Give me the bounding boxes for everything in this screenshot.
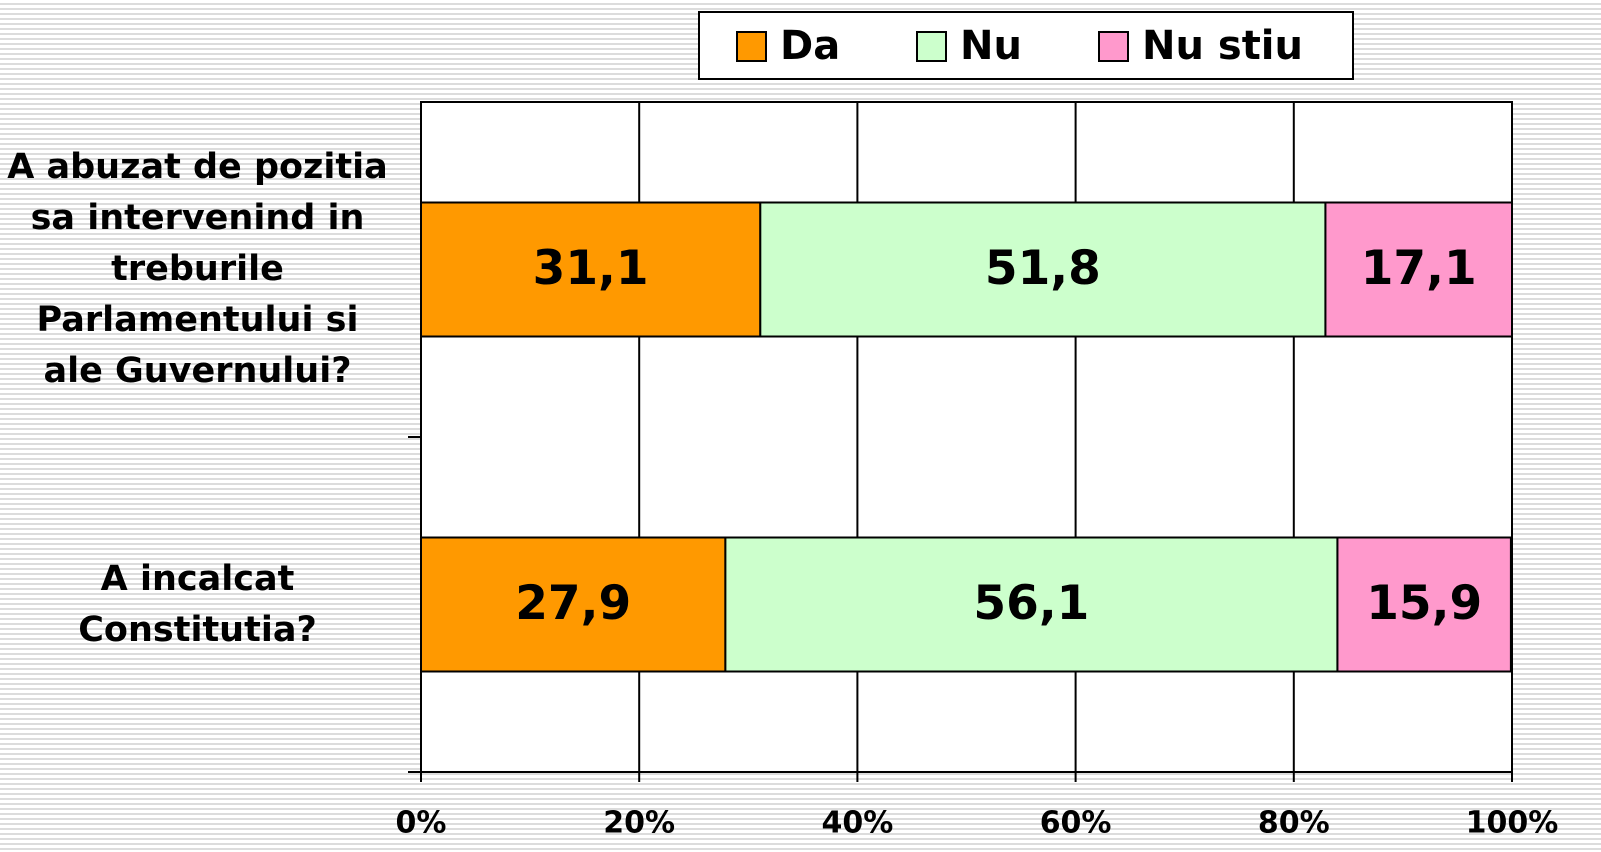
x-tick-label: 60% bbox=[1040, 806, 1112, 841]
category-label: A abuzat de pozitia sa intervenind in tr… bbox=[0, 142, 390, 397]
data-label: 51,8 bbox=[985, 241, 1101, 296]
category-label-text: A abuzat de pozitia sa intervenind in tr… bbox=[7, 147, 388, 391]
category-label-text: A incalcat Constitutia? bbox=[78, 558, 317, 650]
x-tick-label: 0% bbox=[396, 806, 447, 841]
bar-segment bbox=[1336, 536, 1512, 673]
legend-swatch bbox=[916, 31, 947, 62]
x-tick-label: 100% bbox=[1466, 806, 1559, 841]
x-tick-label: 80% bbox=[1258, 806, 1330, 841]
legend-box bbox=[698, 11, 1354, 80]
data-label: 15,9 bbox=[1366, 576, 1482, 631]
legend-label: Nu bbox=[960, 23, 1022, 69]
data-label: 17,1 bbox=[1361, 241, 1477, 296]
x-tick-label: 20% bbox=[603, 806, 675, 841]
x-tick-label: 40% bbox=[821, 806, 893, 841]
data-label: 27,9 bbox=[515, 576, 631, 631]
bar-segment bbox=[759, 201, 1327, 338]
data-label: 56,1 bbox=[973, 576, 1089, 631]
legend-label: Nu stiu bbox=[1142, 23, 1303, 69]
bar-segment bbox=[724, 536, 1339, 673]
data-label: 31,1 bbox=[533, 241, 649, 296]
legend-label: Da bbox=[780, 23, 840, 69]
bar-segment bbox=[420, 536, 727, 673]
legend-swatch bbox=[736, 31, 767, 62]
legend-swatch bbox=[1098, 31, 1129, 62]
category-label: A incalcat Constitutia? bbox=[0, 554, 390, 656]
bar-segment bbox=[1324, 201, 1513, 338]
